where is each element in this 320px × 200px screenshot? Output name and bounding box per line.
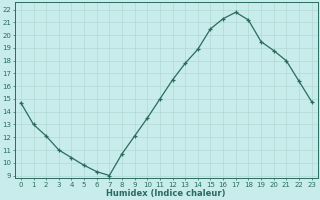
X-axis label: Humidex (Indice chaleur): Humidex (Indice chaleur) [107, 189, 226, 198]
